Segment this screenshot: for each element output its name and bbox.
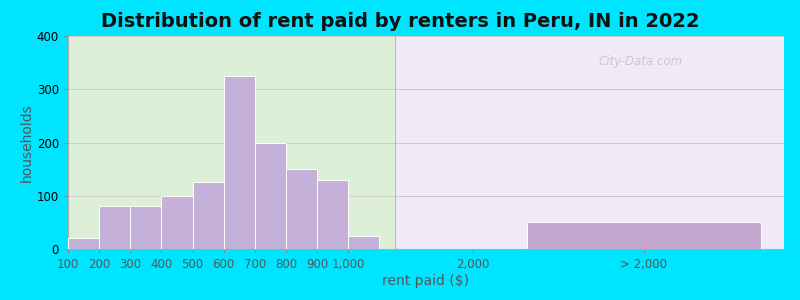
Bar bbox=[395, 36, 784, 249]
Bar bbox=[317, 180, 348, 249]
Bar bbox=[99, 206, 130, 249]
Bar bbox=[193, 182, 224, 249]
Bar bbox=[130, 206, 162, 249]
Bar bbox=[68, 36, 395, 249]
Bar bbox=[286, 169, 317, 249]
Bar bbox=[254, 142, 286, 249]
Text: Distribution of rent paid by renters in Peru, IN in 2022: Distribution of rent paid by renters in … bbox=[101, 12, 699, 31]
Bar bbox=[162, 196, 193, 249]
Y-axis label: households: households bbox=[20, 103, 34, 182]
Bar bbox=[224, 76, 254, 249]
Text: City-Data.com: City-Data.com bbox=[598, 55, 683, 68]
Bar bbox=[527, 222, 761, 249]
Bar bbox=[68, 238, 99, 249]
Bar bbox=[348, 236, 379, 249]
X-axis label: rent paid ($): rent paid ($) bbox=[382, 274, 470, 288]
